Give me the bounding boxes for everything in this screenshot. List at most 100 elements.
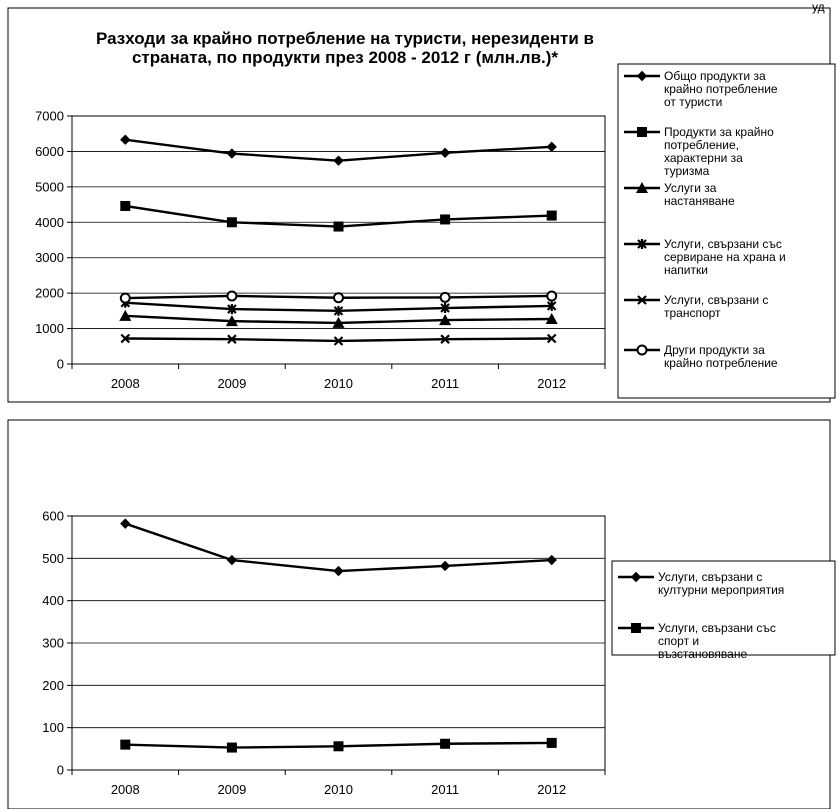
legend-label: културни мероприятия: [658, 583, 784, 597]
legend: Общо продукти за крайно потребление от тур…: [617, 63, 836, 399]
data-point: [227, 304, 237, 315]
y-tick-label: 1000: [35, 321, 64, 336]
data-point: [120, 200, 131, 211]
legend-marker: [636, 70, 648, 82]
x-tick-label: 2008: [111, 376, 140, 391]
x-tick-label: 2011: [431, 376, 459, 391]
legend-label: Други продукти за: [664, 343, 765, 357]
data-point: [119, 292, 131, 304]
y-tick-label: 600: [42, 509, 64, 524]
legend-label: Продукти за крайно: [664, 125, 774, 139]
plot-area: [71, 515, 606, 771]
legend-label: Общо продукти за: [664, 69, 766, 83]
legend-label: от туристи: [664, 95, 722, 109]
x-tick-label: 2009: [217, 376, 246, 391]
data-point: [332, 316, 345, 328]
x-tick-label: 2012: [537, 782, 566, 797]
chart-2: 0 100 200 300 400 500 600 2008 2009 2010 2011 2012 У…: [7, 419, 836, 809]
data-point: [226, 290, 238, 302]
data-point: [546, 554, 557, 566]
data-point: [545, 313, 558, 325]
legend-marker: [630, 571, 642, 583]
legend-label: крайно потребление: [664, 356, 778, 370]
data-point: [546, 300, 557, 311]
data-point: [333, 336, 344, 346]
data-point: [439, 291, 451, 303]
legend-label: настаняване: [664, 194, 735, 208]
data-point: [333, 565, 344, 577]
legend-label: Услуги, свързани с: [658, 570, 762, 584]
data-point: [333, 221, 344, 232]
data-point: [120, 134, 131, 145]
x-tick-label: 2011: [431, 782, 459, 797]
y-tick-label: 200: [42, 678, 64, 693]
data-point: [439, 314, 452, 326]
y-tick-label: 500: [42, 551, 64, 566]
data-point: [226, 217, 237, 228]
data-point: [546, 737, 557, 748]
x-tick-label: 2010: [324, 782, 353, 797]
legend-label: Услуги, свързани с: [664, 293, 768, 307]
y-tick-label: 2000: [35, 286, 64, 301]
y-tick-label: 300: [42, 636, 64, 651]
legend-box: [617, 63, 836, 399]
series-2: [120, 737, 557, 753]
legend-marker: [636, 344, 648, 356]
y-tick-label: 3000: [35, 250, 64, 265]
y-tick-label: 4000: [35, 215, 64, 230]
chart-title-line: Разходи за крайно потребление на туристи…: [96, 29, 594, 48]
series-3: [119, 309, 558, 328]
legend-label: сервиране на храна и: [664, 250, 786, 264]
data-point: [226, 148, 238, 159]
data-point: [546, 210, 557, 221]
legend-marker: [636, 182, 648, 193]
series-1: [120, 518, 557, 577]
y-tick-label: 5000: [35, 179, 64, 194]
data-point: [227, 334, 237, 344]
data-point: [333, 741, 344, 752]
legend-marker: [637, 239, 647, 249]
series-1: [120, 134, 557, 166]
y-tick-label: 0: [57, 763, 64, 778]
legend-marker: [637, 127, 647, 137]
data-point: [546, 290, 558, 302]
data-point: [333, 155, 344, 166]
legend-label: транспорт: [664, 306, 721, 320]
series-4: [120, 297, 557, 316]
legend-label: характерни за: [664, 151, 743, 165]
series-5: [120, 333, 557, 346]
legend-label: възстановяване: [658, 647, 747, 661]
y-tick-label: 0: [57, 357, 64, 372]
x-tick-label: 2008: [111, 782, 140, 797]
data-point: [440, 303, 450, 314]
x-tick-label: 2010: [324, 376, 353, 391]
plot-area: [71, 115, 606, 365]
series-6: [119, 290, 558, 304]
data-point: [546, 141, 557, 153]
series-2: [120, 200, 557, 232]
legend-label: Услуги, свързани със: [658, 621, 776, 635]
data-point: [439, 147, 451, 159]
y-tick-label: 100: [42, 720, 64, 735]
data-point: [440, 214, 451, 225]
data-point: [546, 333, 557, 344]
legend-label: напитки: [664, 263, 708, 277]
legend-label: Услуги за: [664, 181, 717, 195]
x-tick-label: 2009: [217, 782, 246, 797]
y-tick-label: 400: [42, 593, 64, 608]
chart-1: Разходи за крайно потребление на туристи…: [7, 7, 836, 403]
data-point: [440, 334, 450, 344]
data-point: [439, 560, 451, 572]
legend-marker: [631, 623, 641, 633]
chart-title-line: страната, по продукти през 2008 - 2012 г…: [132, 48, 558, 67]
data-point: [333, 292, 344, 304]
series-line: [124, 522, 552, 573]
data-point: [120, 739, 131, 750]
corner-text: уд: [812, 0, 825, 14]
data-point: [225, 315, 238, 327]
legend-label: спорт и: [658, 634, 699, 648]
legend-marker: [637, 295, 647, 305]
data-point: [119, 309, 132, 321]
